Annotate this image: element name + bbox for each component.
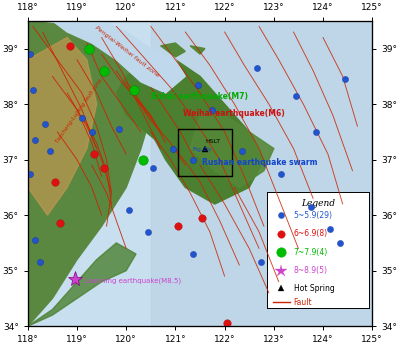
Text: Bohai earthquake(M7): Bohai earthquake(M7)	[151, 92, 248, 101]
Polygon shape	[161, 43, 185, 57]
Text: Luanning earthquake(M8.5): Luanning earthquake(M8.5)	[84, 278, 182, 285]
Polygon shape	[28, 21, 151, 326]
Text: Fig.2b: Fig.2b	[193, 147, 212, 152]
Text: Weihai earthquake(M6): Weihai earthquake(M6)	[183, 109, 284, 118]
Polygon shape	[116, 60, 200, 149]
Polygon shape	[190, 115, 274, 187]
Text: Penglai-Weihai fault zone: Penglai-Weihai fault zone	[94, 25, 160, 78]
Polygon shape	[28, 37, 97, 215]
Text: Rushan earthquake swarm: Rushan earthquake swarm	[202, 158, 318, 167]
Polygon shape	[126, 60, 264, 204]
Polygon shape	[52, 21, 185, 93]
Polygon shape	[190, 46, 205, 54]
Text: HSLT: HSLT	[205, 139, 220, 144]
Polygon shape	[151, 21, 372, 326]
Polygon shape	[28, 243, 136, 326]
Text: Tancheng-Lujiang fault zone: Tancheng-Lujiang fault zone	[55, 78, 104, 144]
